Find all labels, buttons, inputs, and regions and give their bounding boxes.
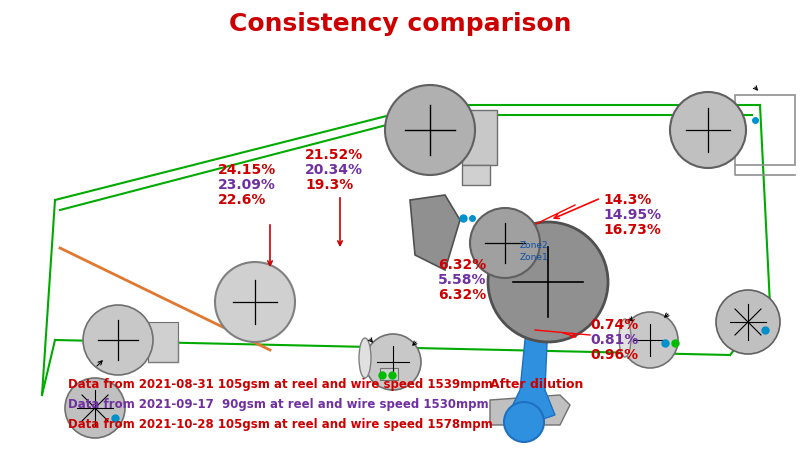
Polygon shape: [490, 395, 570, 425]
Text: Data from 2021-10-28 105gsm at reel and wire speed 1578mpm: Data from 2021-10-28 105gsm at reel and …: [68, 418, 493, 431]
Text: 20.34%: 20.34%: [305, 163, 363, 177]
Circle shape: [716, 290, 780, 354]
Bar: [380, 368, 398, 380]
Circle shape: [470, 208, 540, 278]
Text: 19.3%: 19.3%: [305, 178, 354, 192]
Text: 21.52%: 21.52%: [305, 148, 363, 162]
Text: 14.95%: 14.95%: [603, 208, 661, 222]
Text: Data from 2021-09-17  90gsm at reel and wire speed 1530mpm: Data from 2021-09-17 90gsm at reel and w…: [68, 398, 489, 411]
Text: 0.96%: 0.96%: [590, 348, 638, 362]
Polygon shape: [410, 195, 460, 270]
Bar: [735, 95, 795, 165]
Circle shape: [83, 305, 153, 375]
Text: 16.73%: 16.73%: [603, 223, 661, 237]
Circle shape: [622, 312, 678, 368]
Ellipse shape: [619, 319, 631, 357]
Polygon shape: [462, 165, 490, 185]
Text: 22.6%: 22.6%: [218, 193, 266, 207]
Polygon shape: [508, 320, 555, 420]
Bar: [462, 110, 497, 165]
Text: 23.09%: 23.09%: [218, 178, 276, 192]
Circle shape: [488, 222, 608, 342]
Text: 14.3%: 14.3%: [603, 193, 651, 207]
Text: 5.58%: 5.58%: [438, 273, 486, 287]
Circle shape: [365, 334, 421, 390]
Circle shape: [504, 402, 544, 442]
Text: Zone1: Zone1: [520, 253, 549, 262]
Text: 0.81%: 0.81%: [590, 333, 638, 347]
Circle shape: [670, 92, 746, 168]
Text: After dilution: After dilution: [490, 378, 583, 391]
Text: 0.74%: 0.74%: [590, 318, 638, 332]
Text: 24.15%: 24.15%: [218, 163, 276, 177]
Circle shape: [65, 378, 125, 438]
Text: Data from 2021-08-31 105gsm at reel and wire speed 1539mpm: Data from 2021-08-31 105gsm at reel and …: [68, 378, 493, 391]
Bar: [148, 322, 178, 362]
Text: Consistency comparison: Consistency comparison: [229, 12, 571, 36]
Circle shape: [385, 85, 475, 175]
Text: 6.32%: 6.32%: [438, 258, 486, 272]
Text: 6.32%: 6.32%: [438, 288, 486, 302]
Ellipse shape: [359, 338, 371, 378]
Circle shape: [215, 262, 295, 342]
Text: Zone2: Zone2: [520, 241, 549, 250]
